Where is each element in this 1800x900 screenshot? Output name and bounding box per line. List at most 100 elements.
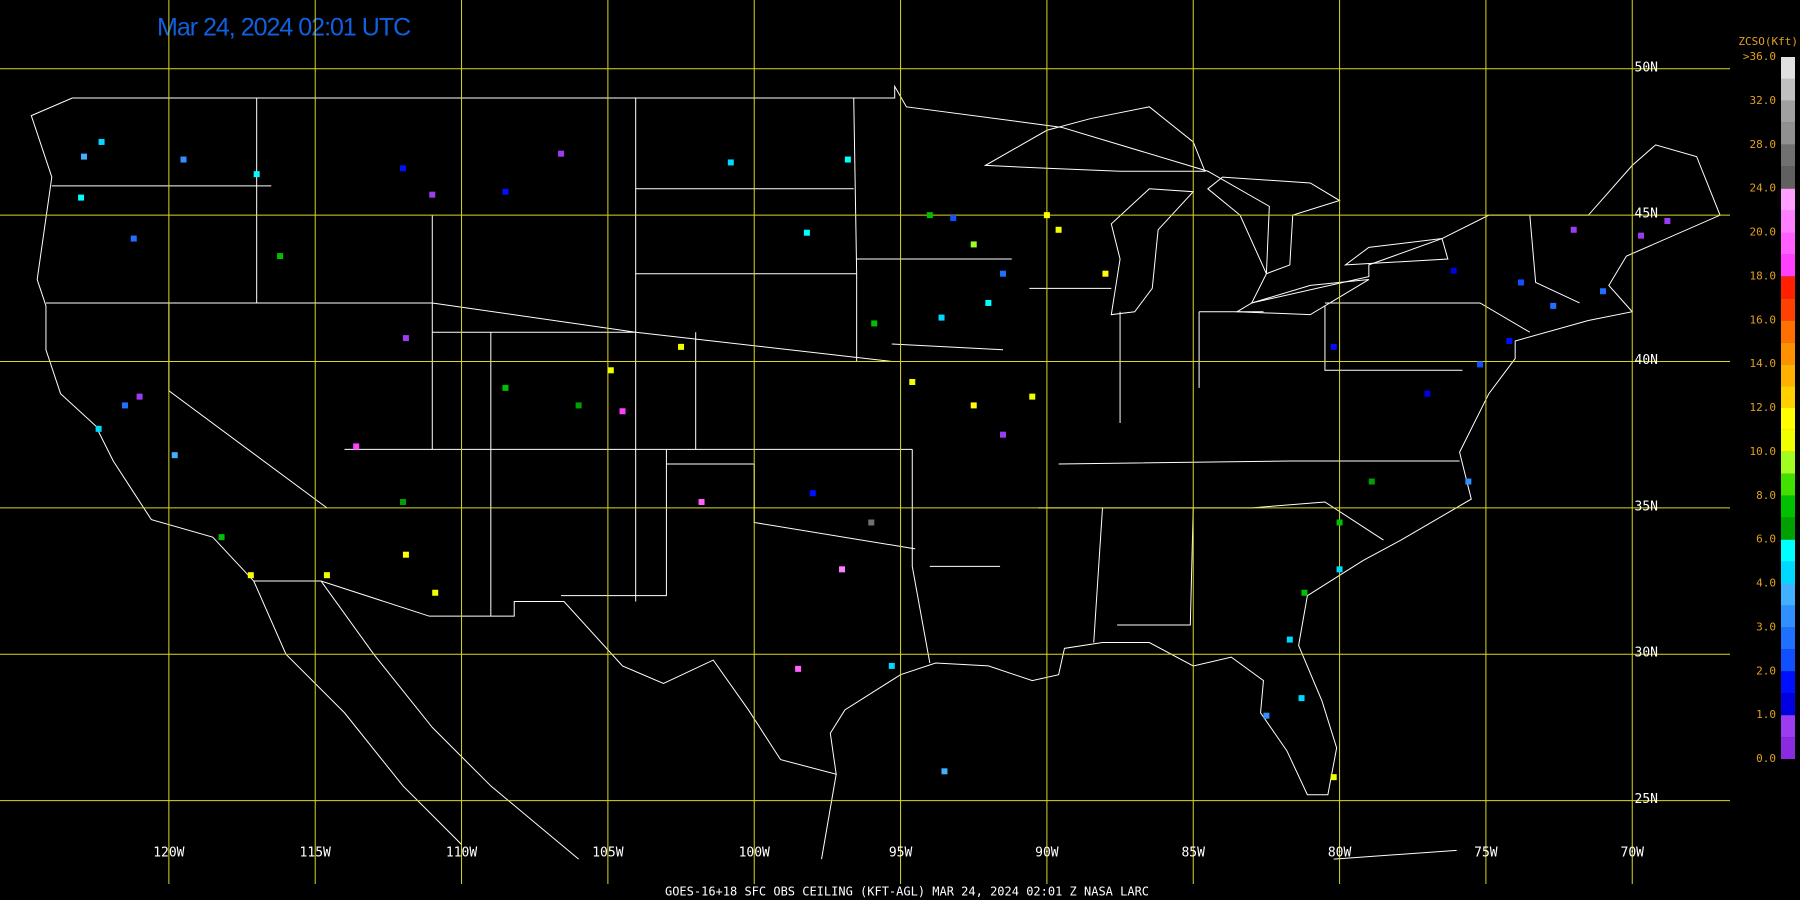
colorbar-segment <box>1781 583 1795 606</box>
station-obs <box>1638 232 1645 239</box>
coastline <box>31 86 1720 794</box>
colorbar-segment <box>1781 605 1795 628</box>
colorbar-label: 8.0 <box>1756 489 1776 502</box>
station-obs <box>429 191 436 198</box>
station-obs <box>888 662 895 669</box>
lat-label: 40N <box>1635 353 1658 368</box>
station-obs <box>1599 288 1606 295</box>
colorbar-segment <box>1781 429 1795 452</box>
station-obs <box>253 171 260 178</box>
lon-label: 105W <box>592 846 623 861</box>
station-obs <box>121 402 128 409</box>
station-obs <box>95 425 102 432</box>
colorbar-label: 24.0 <box>1750 182 1777 195</box>
colorbar-segment <box>1781 671 1795 694</box>
lon-label: 80W <box>1328 846 1352 861</box>
station-obs <box>277 253 284 260</box>
colorbar-segment <box>1781 451 1795 474</box>
station-obs <box>1301 589 1308 596</box>
lon-label: 75W <box>1474 846 1498 861</box>
colorbar-segment <box>1781 649 1795 672</box>
station-obs <box>727 159 734 166</box>
station-obs <box>795 665 802 672</box>
station-obs <box>926 212 933 219</box>
lon-label: 110W <box>446 846 477 861</box>
station-obs <box>1424 390 1431 397</box>
lat-label: 50N <box>1635 60 1658 75</box>
lon-label: 85W <box>1181 846 1205 861</box>
station-obs <box>698 499 705 506</box>
station-obs <box>400 165 407 172</box>
station-obs <box>1330 343 1337 350</box>
colorbar-segment <box>1781 100 1795 123</box>
station-obs <box>502 384 509 391</box>
colorbar-segment <box>1781 78 1795 101</box>
lon-label: 90W <box>1035 846 1059 861</box>
colorbar-label: 6.0 <box>1756 533 1776 546</box>
colorbar-label: 28.0 <box>1750 138 1777 151</box>
station-obs <box>558 150 565 157</box>
station-obs <box>678 343 685 350</box>
colorbar-segment <box>1781 693 1795 716</box>
colorbar-segment <box>1781 517 1795 540</box>
lat-label: 35N <box>1635 499 1658 514</box>
station-obs <box>1336 566 1343 573</box>
colorbar-segment <box>1781 122 1795 145</box>
station-obs <box>950 215 957 222</box>
colorbar-label: 1.0 <box>1756 708 1776 721</box>
colorbar-segment <box>1781 210 1795 233</box>
mexico-coast <box>254 581 1457 859</box>
colorbar-segment <box>1781 320 1795 343</box>
station-obs <box>938 314 945 321</box>
station-obs <box>1518 279 1525 286</box>
lon-label: 100W <box>739 846 770 861</box>
station-obs <box>1465 478 1472 485</box>
station-obs <box>607 367 614 374</box>
colorbar-label: 2.0 <box>1756 664 1776 677</box>
station-obs <box>999 270 1006 277</box>
station-obs <box>1506 338 1513 345</box>
station-obs <box>1550 302 1557 309</box>
station-obs <box>909 378 916 385</box>
station-obs <box>1263 712 1270 719</box>
station-obs <box>999 431 1006 438</box>
station-obs <box>1570 226 1577 233</box>
station-obs <box>130 235 137 242</box>
state-lines <box>46 98 1580 663</box>
station-obs <box>136 393 143 400</box>
colorbar-label: 20.0 <box>1750 226 1777 239</box>
colorbar-segment <box>1781 254 1795 277</box>
station-obs <box>803 229 810 236</box>
colorbar-label: 18.0 <box>1750 269 1777 282</box>
lat-label: 30N <box>1635 646 1658 661</box>
station-obs <box>1336 519 1343 526</box>
station-obs <box>1477 361 1484 368</box>
station-obs <box>809 490 816 497</box>
station-obs <box>985 299 992 306</box>
station-obs <box>1298 695 1305 702</box>
station-obs <box>432 589 439 596</box>
colorbar-segment <box>1781 473 1795 496</box>
station-obs <box>218 534 225 541</box>
colorbar-segment <box>1781 386 1795 408</box>
footer: GOES-16+18 SFC OBS CEILING (KFT-AGL) MAR… <box>665 885 1149 899</box>
colorbar-label: 32.0 <box>1750 94 1777 107</box>
colorbar-segment <box>1781 715 1795 738</box>
colorbar-label: >36.0 <box>1743 50 1776 63</box>
station-obs <box>871 320 878 327</box>
station-obs <box>1368 478 1375 485</box>
station-obs <box>844 156 851 163</box>
station-obs <box>1043 212 1050 219</box>
colorbar-segment <box>1781 561 1795 584</box>
station-obs <box>619 408 626 415</box>
station-obs <box>1450 267 1457 274</box>
colorbar-segment <box>1781 539 1795 562</box>
station-obs <box>171 452 178 459</box>
station-obs <box>1029 393 1036 400</box>
colorbar-segment <box>1781 342 1795 365</box>
colorbar-label: 0.0 <box>1756 752 1776 765</box>
station-obs <box>247 572 254 579</box>
colorbar-segment <box>1781 737 1795 759</box>
lat-label: 45N <box>1635 207 1658 222</box>
